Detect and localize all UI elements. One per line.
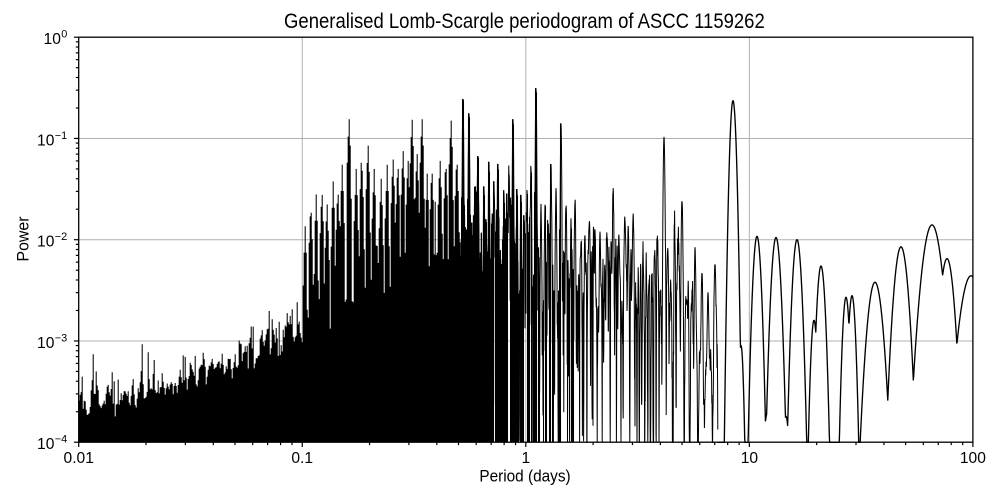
svg-text:10: 10 xyxy=(37,132,55,149)
svg-text:10: 10 xyxy=(44,31,62,48)
svg-text:Period (days): Period (days) xyxy=(479,467,570,486)
svg-text:1: 1 xyxy=(521,450,530,467)
svg-text:Power: Power xyxy=(13,216,32,261)
svg-text:0: 0 xyxy=(61,29,67,41)
svg-text:−3: −3 xyxy=(55,332,67,344)
svg-text:−2: −2 xyxy=(55,231,67,243)
svg-text:10: 10 xyxy=(741,450,759,467)
svg-text:10: 10 xyxy=(37,234,55,251)
svg-text:−4: −4 xyxy=(55,434,67,446)
svg-text:Generalised Lomb-Scargle perio: Generalised Lomb-Scargle periodogram of … xyxy=(284,10,765,33)
svg-text:10: 10 xyxy=(37,436,55,453)
svg-text:100: 100 xyxy=(960,450,986,467)
svg-text:−1: −1 xyxy=(55,130,67,142)
svg-text:0.01: 0.01 xyxy=(64,450,94,467)
svg-text:0.1: 0.1 xyxy=(291,450,313,467)
svg-text:10: 10 xyxy=(37,335,55,352)
